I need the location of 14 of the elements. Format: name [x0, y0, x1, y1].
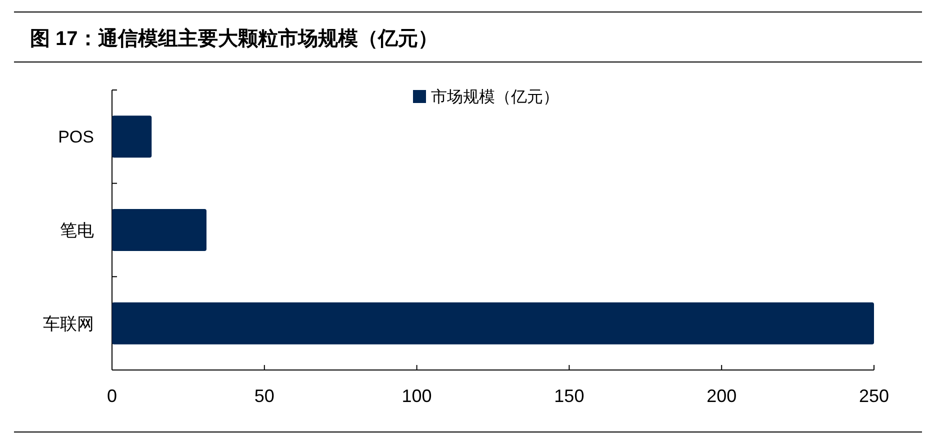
x-tick-label: 0	[106, 386, 118, 406]
bar	[112, 302, 874, 344]
y-tick-label: POS	[58, 128, 94, 147]
legend-label: 市场规模（亿元）	[431, 88, 559, 106]
chart-title: 图 17：通信模组主要大颗粒市场规模（亿元）	[30, 27, 438, 50]
x-tick-label: 250	[858, 386, 890, 406]
bar	[112, 116, 152, 158]
x-tick-label: 100	[402, 386, 432, 406]
x-tick-label: 150	[554, 386, 584, 406]
bar	[112, 209, 206, 251]
y-tick-label: 笔电	[60, 221, 94, 240]
x-tick-label: 200	[706, 386, 737, 406]
x-tick-label: 50	[254, 386, 274, 406]
y-tick-label: 车联网	[43, 314, 94, 334]
